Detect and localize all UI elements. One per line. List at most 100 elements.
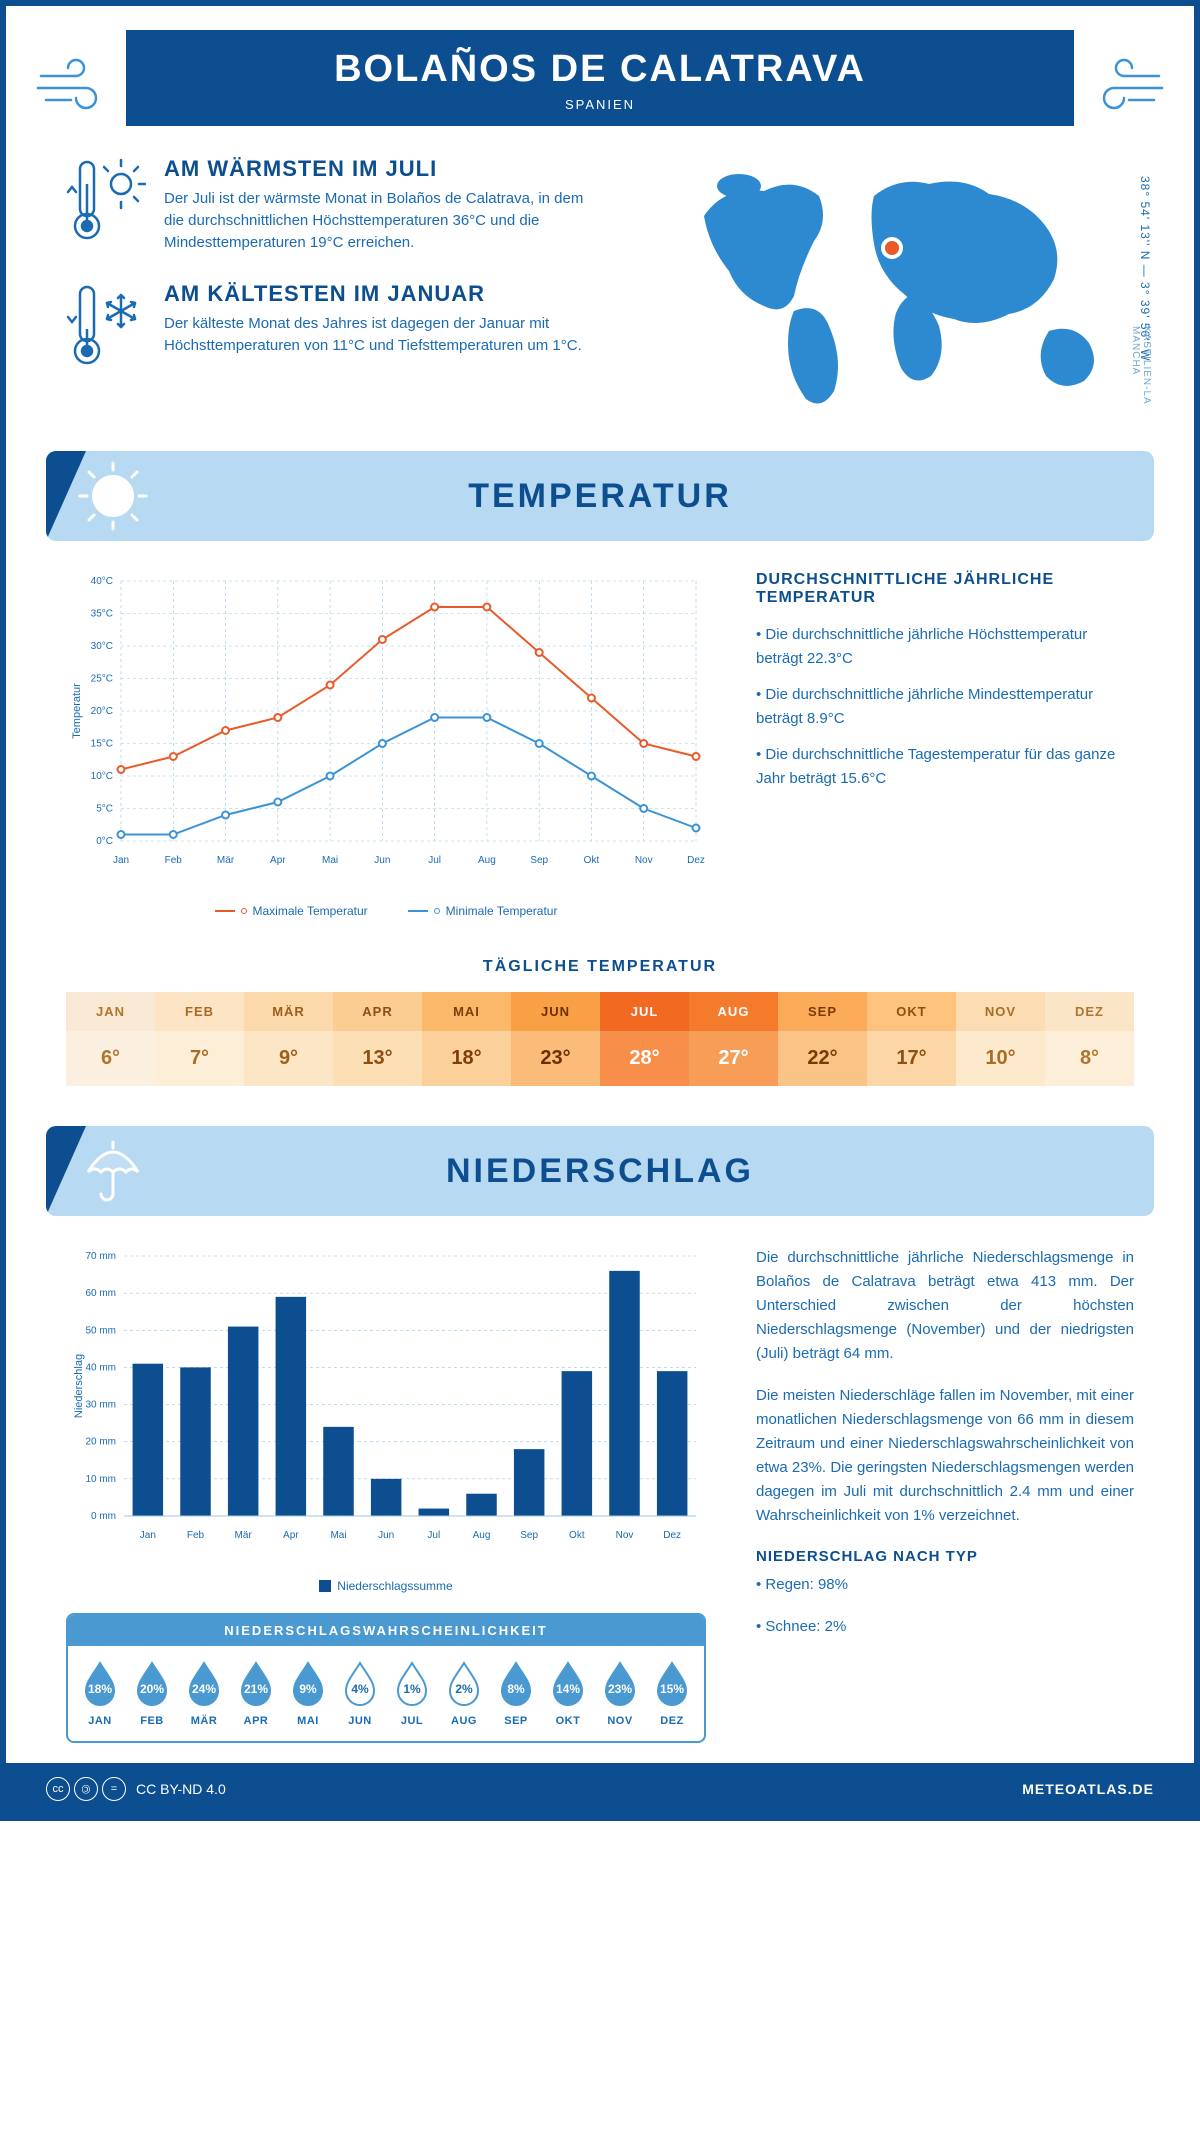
fact-warm-text: Der Juli ist der wärmste Monat in Bolaño… xyxy=(164,188,594,253)
precip-para-2: Die meisten Niederschläge fallen im Nove… xyxy=(756,1384,1134,1528)
precip-para-1: Die durchschnittliche jährliche Niedersc… xyxy=(756,1246,1134,1366)
svg-text:Jan: Jan xyxy=(140,1530,156,1541)
license-text: CC BY-ND 4.0 xyxy=(136,1781,226,1797)
temperature-line-chart: 0°C5°C10°C15°C20°C25°C30°C35°C40°CJanFeb… xyxy=(66,571,706,918)
prob-drop: 18%JAN xyxy=(79,1660,121,1727)
legend-max: Maximale Temperatur xyxy=(253,904,368,918)
region-text: KASTILIEN-LA MANCHA xyxy=(1130,326,1152,421)
precip-text-column: Die durchschnittliche jährliche Niedersc… xyxy=(756,1246,1134,1743)
svg-text:Okt: Okt xyxy=(569,1530,585,1541)
svg-text:Feb: Feb xyxy=(187,1530,205,1541)
svg-text:10°C: 10°C xyxy=(91,771,113,782)
svg-text:Niederschlag: Niederschlag xyxy=(73,1354,85,1418)
daily-temp-title: TÄGLICHE TEMPERATUR xyxy=(6,958,1194,976)
svg-text:Temperatur: Temperatur xyxy=(71,683,83,739)
svg-text:20%: 20% xyxy=(140,1682,164,1696)
precip-legend: Niederschlagssumme xyxy=(66,1579,706,1593)
svg-text:21%: 21% xyxy=(244,1682,268,1696)
svg-text:Mai: Mai xyxy=(330,1530,346,1541)
temp-bullets: Die durchschnittliche jährliche Höchstte… xyxy=(756,623,1134,791)
precip-type-title: NIEDERSCHLAG NACH TYP xyxy=(756,1548,1134,1565)
svg-text:4%: 4% xyxy=(351,1682,369,1696)
prob-drop: 23%NOV xyxy=(599,1660,641,1727)
city-title: BOLAÑOS DE CALATRAVA xyxy=(126,48,1074,91)
temperature-title: TEMPERATUR xyxy=(46,477,1154,516)
precip-bar-chart: 0 mm10 mm20 mm30 mm40 mm50 mm60 mm70 mmJ… xyxy=(66,1246,706,1566)
temp-cell: OKT17° xyxy=(867,992,956,1086)
precip-left-column: 0 mm10 mm20 mm30 mm40 mm50 mm60 mm70 mmJ… xyxy=(66,1246,706,1743)
wind-icon-left xyxy=(36,56,116,121)
daily-temp-table: JAN6°FEB7°MÄR9°APR13°MAI18°JUN23°JUL28°A… xyxy=(66,992,1134,1086)
svg-text:Dez: Dez xyxy=(663,1530,681,1541)
facts-column: AM WÄRMSTEN IM JULI Der Juli ist der wär… xyxy=(66,156,634,421)
svg-text:20°C: 20°C xyxy=(91,706,113,717)
svg-text:Nov: Nov xyxy=(616,1530,634,1541)
cc-icon: cc xyxy=(46,1777,70,1801)
prob-drops-row: 18%JAN20%FEB24%MÄR21%APR9%MAI4%JUN1%JUL2… xyxy=(68,1646,704,1731)
temp-cell: NOV10° xyxy=(956,992,1045,1086)
temp-bullet: Die durchschnittliche jährliche Mindestt… xyxy=(756,683,1134,731)
temp-cell: APR13° xyxy=(333,992,422,1086)
fact-cold-title: AM KÄLTESTEN IM JANUAR xyxy=(164,281,594,307)
wind-icon-right xyxy=(1084,56,1164,121)
svg-text:40 mm: 40 mm xyxy=(85,1362,116,1373)
svg-text:Jun: Jun xyxy=(374,855,390,866)
intro-row: AM WÄRMSTEN IM JULI Der Juli ist der wär… xyxy=(6,126,1194,441)
svg-text:25°C: 25°C xyxy=(91,674,113,685)
precip-banner: NIEDERSCHLAG xyxy=(46,1126,1154,1216)
svg-text:60 mm: 60 mm xyxy=(85,1288,116,1299)
svg-text:Jul: Jul xyxy=(427,1530,440,1541)
svg-text:15°C: 15°C xyxy=(91,739,113,750)
temp-bullet: Die durchschnittliche jährliche Höchstte… xyxy=(756,623,1134,671)
svg-text:Aug: Aug xyxy=(478,855,496,866)
svg-text:20 mm: 20 mm xyxy=(85,1437,116,1448)
prob-drop: 9%MAI xyxy=(287,1660,329,1727)
svg-text:9%: 9% xyxy=(299,1682,317,1696)
svg-text:Feb: Feb xyxy=(165,855,183,866)
svg-text:18%: 18% xyxy=(88,1682,112,1696)
svg-text:Jun: Jun xyxy=(378,1530,394,1541)
svg-text:23%: 23% xyxy=(608,1682,632,1696)
prob-drop: 2%AUG xyxy=(443,1660,485,1727)
precip-title: NIEDERSCHLAG xyxy=(46,1152,1154,1191)
prob-drop: 4%JUN xyxy=(339,1660,381,1727)
precip-probability-box: NIEDERSCHLAGSWAHRSCHEINLICHKEIT 18%JAN20… xyxy=(66,1613,706,1743)
precip-type-rain: • Regen: 98% xyxy=(756,1573,1134,1597)
prob-drop: 15%DEZ xyxy=(651,1660,693,1727)
temp-cell: AUG27° xyxy=(689,992,778,1086)
precip-legend-label: Niederschlagssumme xyxy=(337,1579,452,1593)
svg-text:0 mm: 0 mm xyxy=(91,1511,116,1522)
svg-text:30 mm: 30 mm xyxy=(85,1400,116,1411)
infographic-page: BOLAÑOS DE CALATRAVA SPANIEN AM WÄRMSTEN… xyxy=(0,0,1200,1821)
temp-cell: DEZ8° xyxy=(1045,992,1134,1086)
prob-drop: 24%MÄR xyxy=(183,1660,225,1727)
footer: cc 🄯 = CC BY-ND 4.0 METEOATLAS.DE xyxy=(6,1763,1194,1815)
by-icon: 🄯 xyxy=(74,1777,98,1801)
svg-text:35°C: 35°C xyxy=(91,609,113,620)
svg-text:2%: 2% xyxy=(455,1682,473,1696)
svg-text:Sep: Sep xyxy=(520,1530,538,1541)
temp-cell: JUL28° xyxy=(600,992,689,1086)
prob-drop: 20%FEB xyxy=(131,1660,173,1727)
thermometer-snow-icon xyxy=(66,281,146,371)
svg-text:70 mm: 70 mm xyxy=(85,1251,116,1262)
fact-warmest: AM WÄRMSTEN IM JULI Der Juli ist der wär… xyxy=(66,156,634,253)
temp-cell: FEB7° xyxy=(155,992,244,1086)
svg-text:Dez: Dez xyxy=(687,855,705,866)
temp-cell: MAI18° xyxy=(422,992,511,1086)
svg-text:Jan: Jan xyxy=(113,855,129,866)
fact-warm-title: AM WÄRMSTEN IM JULI xyxy=(164,156,594,182)
temp-cell: MÄR9° xyxy=(244,992,333,1086)
prob-drop: 8%SEP xyxy=(495,1660,537,1727)
temp-side-title: DURCHSCHNITTLICHE JÄHRLICHE TEMPERATUR xyxy=(756,571,1134,607)
svg-text:1%: 1% xyxy=(403,1682,421,1696)
thermometer-sun-icon xyxy=(66,156,146,246)
svg-text:30°C: 30°C xyxy=(91,641,113,652)
header-wrap: BOLAÑOS DE CALATRAVA SPANIEN xyxy=(6,30,1194,126)
svg-text:Apr: Apr xyxy=(270,855,286,866)
country-subtitle: SPANIEN xyxy=(126,97,1074,112)
umbrella-icon xyxy=(76,1134,150,1213)
svg-text:Sep: Sep xyxy=(530,855,548,866)
site-name: METEOATLAS.DE xyxy=(1022,1781,1154,1797)
svg-text:50 mm: 50 mm xyxy=(85,1325,116,1336)
